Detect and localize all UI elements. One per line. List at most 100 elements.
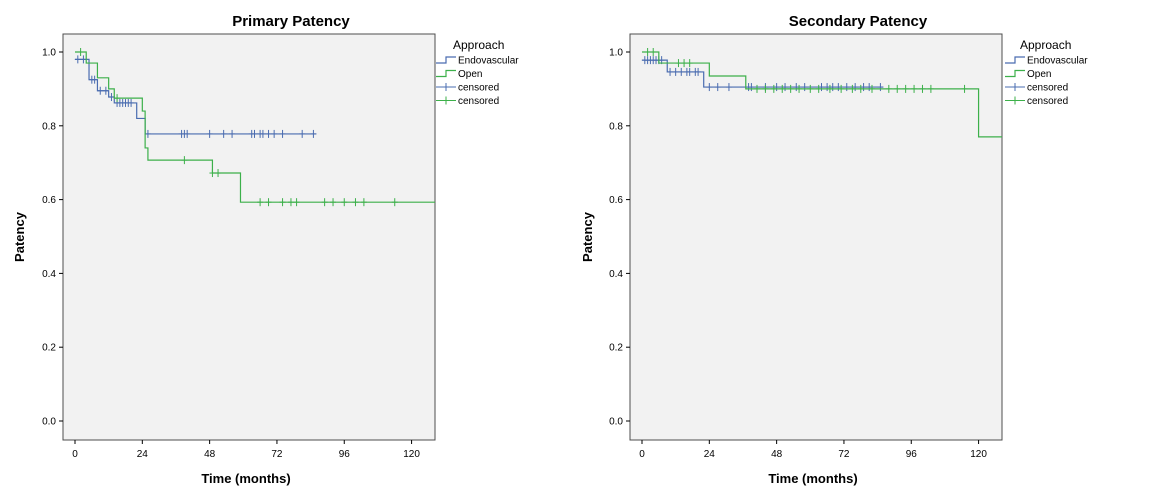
legend-swatch	[436, 56, 456, 64]
censored-mark	[128, 98, 135, 107]
censored-mark	[184, 129, 191, 138]
x-tick-label: 120	[403, 449, 420, 460]
legend-label: Endovascular	[1027, 56, 1088, 67]
y-tick-label: 1.0	[42, 48, 56, 59]
censored-mark	[257, 198, 264, 207]
y-axis: 0.0 0.2 0.4 0.6 0.8 1.0	[42, 48, 63, 428]
censored-mark	[793, 83, 800, 92]
censored-mark	[860, 83, 867, 92]
censored-mark	[852, 83, 859, 92]
x-tick-label: 96	[906, 449, 918, 460]
censored-mark	[911, 84, 918, 93]
censored-mark	[209, 169, 216, 178]
censored-mark	[835, 83, 842, 92]
legend-entry: censored	[1005, 83, 1068, 94]
censored-mark	[686, 59, 693, 68]
censored-mark	[868, 84, 875, 93]
censored-mark	[815, 84, 822, 93]
censored-mark	[293, 198, 300, 207]
legend-swatch	[1005, 56, 1025, 64]
censored-mark	[644, 48, 651, 56]
censored-mark	[229, 129, 236, 138]
censored-mark	[706, 83, 713, 92]
censored-mark	[770, 84, 777, 93]
legend-label: censored	[1027, 83, 1068, 94]
y-tick-label: 0.4	[42, 269, 56, 280]
censored-mark	[857, 84, 864, 93]
censored-mark	[215, 169, 222, 178]
censored-mark	[927, 84, 934, 93]
legend-entry: Open	[1005, 69, 1051, 80]
legend-entry: censored	[1005, 96, 1068, 107]
legend-label: censored	[1027, 96, 1068, 107]
censored-mark	[672, 67, 679, 76]
censored-mark	[114, 94, 121, 103]
censored-mark	[74, 55, 81, 64]
y-tick-label: 0.0	[42, 417, 56, 428]
censored-mark	[80, 55, 87, 64]
censored-mark	[271, 129, 278, 138]
survival-line-open	[642, 51, 1002, 138]
censored-mark	[206, 129, 213, 138]
y-tick-label: 1.0	[609, 48, 623, 59]
censored-mark	[321, 198, 328, 207]
censored-mark	[287, 198, 294, 207]
censored-mark	[826, 84, 833, 93]
x-axis-label: Time (months)	[768, 471, 857, 486]
censored-mark	[877, 83, 884, 92]
censored-mark	[352, 198, 359, 207]
censored-mark	[299, 129, 306, 138]
censored-mark	[902, 84, 909, 93]
censored-mark	[838, 84, 845, 93]
legend-label: Open	[1027, 69, 1051, 80]
censored-mark	[782, 83, 789, 92]
censored-mark	[801, 83, 808, 92]
censored-mark	[279, 129, 286, 138]
x-tick-label: 72	[271, 449, 283, 460]
x-axis-label: Time (months)	[201, 471, 290, 486]
chart-title: Secondary Patency	[789, 13, 928, 30]
censored-mark	[748, 83, 755, 92]
legend-entry: Endovascular	[436, 56, 519, 67]
primary-patency-chart: Primary Patency Time (months) Patency 0.…	[12, 13, 519, 486]
y-tick-label: 0.8	[42, 121, 56, 132]
censored-mark	[330, 198, 337, 207]
censored-mark	[714, 83, 721, 92]
legend: Approach Endovascular Open censored censore…	[436, 38, 519, 107]
y-tick-label: 0.2	[609, 343, 623, 354]
censored-mark	[667, 67, 674, 76]
censored-mark	[796, 84, 803, 93]
y-axis-label: Patency	[580, 211, 595, 262]
x-tick-label: 96	[339, 449, 351, 460]
legend-title: Approach	[1020, 38, 1071, 52]
legend-entry: censored	[436, 96, 499, 107]
legend: Approach Endovascular Open censored censore…	[1005, 38, 1088, 107]
legend-entry: Endovascular	[1005, 56, 1088, 67]
y-tick-label: 0.2	[42, 343, 56, 354]
chart-title: Primary Patency	[232, 13, 350, 30]
legend-label: censored	[458, 83, 499, 94]
legend-label: Endovascular	[458, 56, 519, 67]
y-axis-label: Patency	[12, 211, 27, 262]
censored-mark	[829, 83, 836, 92]
legend-label: Open	[458, 69, 482, 80]
censored-mark	[681, 59, 688, 68]
censored-mark	[686, 67, 693, 76]
x-tick-label: 72	[838, 449, 850, 460]
censored-mark	[220, 129, 227, 138]
censored-mark	[360, 198, 367, 207]
censored-mark	[678, 67, 685, 76]
legend-swatch	[1005, 69, 1025, 78]
censored-mark	[391, 198, 398, 207]
censored-mark	[695, 67, 702, 76]
censored-mark	[77, 48, 84, 56]
y-tick-label: 0.0	[609, 417, 623, 428]
censored-mark	[818, 83, 825, 92]
censored-mark	[650, 48, 657, 56]
x-tick-label: 120	[970, 449, 987, 460]
secondary-patency-chart: Secondary Patency Time (months) Patency …	[580, 13, 1088, 486]
plot-area	[62, 33, 436, 441]
censored-mark	[725, 83, 732, 92]
series-layer	[74, 48, 435, 207]
